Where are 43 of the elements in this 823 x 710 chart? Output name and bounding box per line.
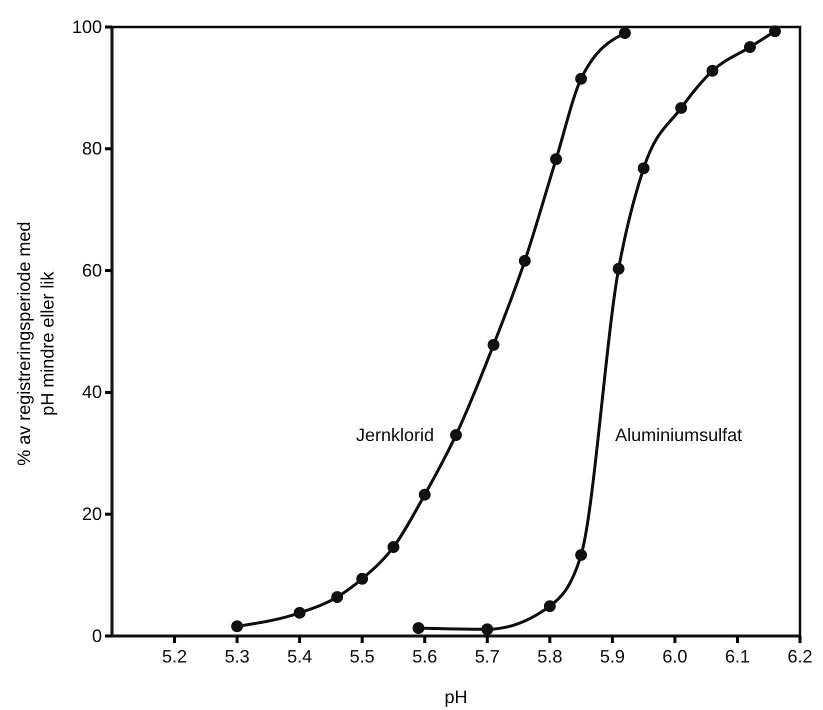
point [638, 162, 650, 174]
point [618, 27, 631, 39]
series-label: Aluminiumsulfat [615, 425, 742, 446]
y-tick-label: 80 [82, 138, 102, 159]
point [450, 429, 462, 441]
point [706, 64, 718, 77]
point [331, 591, 344, 603]
x-tick-label: 5.8 [537, 646, 562, 666]
point [575, 72, 588, 85]
point [675, 102, 688, 114]
point [769, 25, 781, 38]
y-tick-label: 0 [92, 626, 102, 646]
y-tick-label: 100 [72, 16, 102, 37]
x-tick-label: 6.1 [724, 646, 750, 666]
point [744, 41, 756, 53]
point [575, 549, 588, 561]
x-tick-label: 5.7 [474, 646, 500, 666]
x-tick-label: 5.9 [600, 646, 625, 666]
point [418, 488, 431, 501]
series-label: Jernklorid [356, 425, 434, 446]
y-tick-label: 20 [82, 504, 102, 524]
point [356, 572, 368, 585]
point [294, 606, 306, 619]
y-axis-title: % av registreringsperiode med pH mindre eller lik [14, 222, 58, 466]
y-tick-label: 40 [82, 382, 102, 402]
y-tick-label: 60 [82, 260, 102, 280]
point [518, 254, 531, 267]
x-axis-title: pH [444, 687, 468, 707]
x-tick-label: 5.2 [162, 646, 188, 666]
point [488, 338, 500, 351]
x-tick-label: 5.5 [350, 646, 375, 666]
x-tick-label: 5.4 [287, 646, 312, 666]
point [481, 623, 494, 636]
x-tick-label: 5.3 [224, 646, 250, 666]
point [550, 153, 562, 166]
x-tick-label: 6.2 [787, 646, 813, 666]
point [544, 600, 556, 612]
x-tick-label: 6.0 [662, 646, 688, 666]
point [231, 620, 244, 632]
x-tick-label: 5.6 [412, 646, 438, 666]
point [388, 541, 400, 553]
point [412, 622, 424, 634]
point [612, 262, 625, 275]
